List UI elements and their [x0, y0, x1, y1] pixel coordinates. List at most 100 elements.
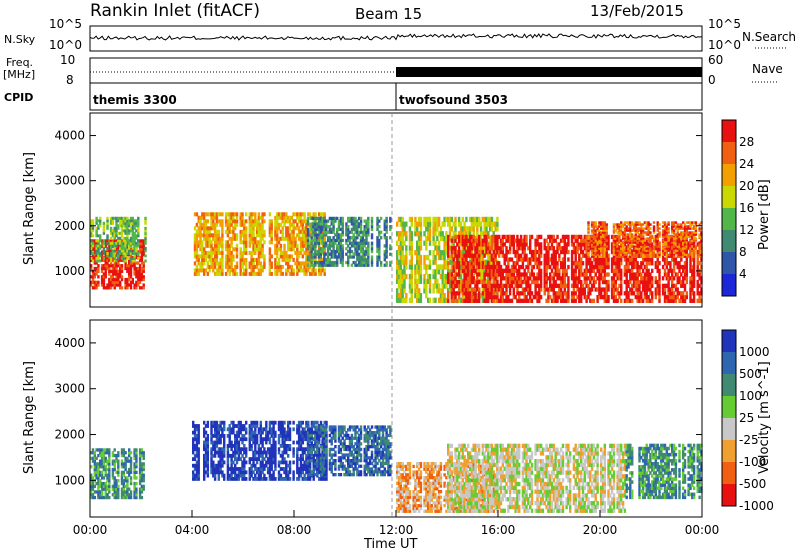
heatmap-cell [204, 250, 208, 255]
heatmap-cell [113, 280, 116, 284]
heatmap-cell [600, 249, 603, 252]
heatmap-cell [228, 261, 231, 266]
heatmap-cell [598, 237, 601, 240]
heatmap-cell [600, 238, 603, 243]
heatmap-cell [580, 291, 583, 296]
heatmap-cell [263, 233, 266, 238]
heatmap-cell [135, 275, 138, 279]
heatmap-cell [565, 234, 568, 240]
heatmap-cell [274, 261, 277, 266]
heatmap-cell [589, 279, 592, 285]
heatmap-cell [417, 259, 421, 265]
heatmap-cell [656, 221, 659, 224]
heatmap-cell [341, 247, 344, 251]
heatmap-cell [445, 231, 448, 237]
heatmap-cell [539, 242, 543, 247]
heatmap-cell [519, 298, 523, 303]
heatmap-cell [678, 238, 681, 243]
heatmap-cell [614, 253, 618, 258]
heatmap-cell [689, 257, 692, 262]
heatmap-cell [656, 268, 659, 273]
heatmap-cell [117, 272, 120, 276]
heatmap-cell [319, 264, 323, 269]
heatmap-cell [663, 295, 667, 300]
heatmap-cell [441, 235, 444, 242]
heatmap-cell [131, 221, 135, 225]
freq-label-line2: [MHz] [3, 68, 35, 81]
heatmap-cell [636, 231, 639, 234]
heatmap-cell [590, 241, 594, 244]
heatmap-cell [228, 219, 231, 224]
heatmap-cell [592, 268, 596, 273]
heatmap-cell [277, 212, 281, 217]
heatmap-cell [465, 234, 468, 240]
heatmap-cell [243, 271, 246, 276]
heatmap-cell [120, 239, 124, 243]
heatmap-cell [447, 253, 450, 258]
heatmap-cell [556, 272, 559, 277]
heatmap-cell [590, 239, 594, 242]
heatmap-cell [601, 229, 605, 232]
heatmap-cell [636, 235, 639, 238]
heatmap-cell [252, 240, 255, 245]
heatmap-cell [543, 276, 546, 281]
heatmap-cell [307, 264, 310, 269]
heatmap-cell [137, 216, 140, 220]
heatmap-cell [212, 219, 215, 224]
heatmap-cell [490, 246, 494, 251]
heatmap-cell [494, 257, 497, 262]
heatmap-cell [310, 252, 313, 256]
heatmap-cell [197, 215, 200, 220]
heatmap-cell [490, 216, 494, 223]
heatmap-cell [620, 261, 623, 266]
heatmap-cell [616, 253, 619, 256]
heatmap-cell [208, 240, 211, 245]
heatmap-cell [405, 273, 408, 280]
heatmap-cell [195, 233, 199, 238]
heatmap-cell [465, 253, 468, 258]
heatmap-cell [126, 221, 129, 225]
heatmap-cell [645, 221, 648, 224]
heatmap-cell [235, 215, 239, 220]
heatmap-cell [129, 221, 133, 225]
heatmap-cell [385, 249, 388, 254]
heatmap-cell [654, 234, 658, 240]
heatmap-cell [683, 298, 687, 303]
heatmap-cell [605, 239, 608, 242]
heatmap-cell [274, 247, 277, 252]
heatmap-cell [397, 264, 401, 270]
heatmap-cell [669, 238, 672, 243]
heatmap-cell [603, 227, 607, 230]
heatmap-cell [636, 245, 639, 248]
heatmap-cell [607, 238, 610, 243]
heatmap-cell [217, 264, 221, 269]
heatmap-cell [347, 258, 350, 262]
heatmap-cell [297, 226, 301, 231]
heatmap-cell [692, 279, 696, 285]
heatmap-cell [243, 268, 246, 273]
heatmap-cell [102, 266, 106, 271]
heatmap-cell [667, 272, 670, 277]
heatmap-cell [627, 229, 630, 232]
heatmap-cell [507, 279, 510, 285]
heatmap-cell [91, 226, 95, 230]
heatmap-cell [552, 295, 556, 300]
heatmap-cell [336, 247, 339, 251]
heatmap-cell [583, 279, 587, 285]
heatmap-cell [565, 246, 568, 251]
heatmap-cell [235, 222, 239, 227]
heatmap-cell [598, 241, 601, 244]
heatmap-cell [129, 247, 133, 251]
heatmap-cell [691, 257, 694, 262]
heatmap-cell [472, 268, 475, 273]
heatmap-cell [243, 236, 246, 241]
heatmap-cell [334, 238, 337, 243]
heatmap-cell [641, 231, 645, 234]
heatmap-cell [195, 268, 199, 273]
heatmap-cell [310, 271, 314, 276]
heatmap-cell [133, 272, 136, 276]
heatmap-cell [585, 253, 588, 258]
heatmap-cell [310, 238, 313, 243]
heatmap-cell [405, 231, 408, 237]
heatmap-cell [647, 221, 650, 224]
